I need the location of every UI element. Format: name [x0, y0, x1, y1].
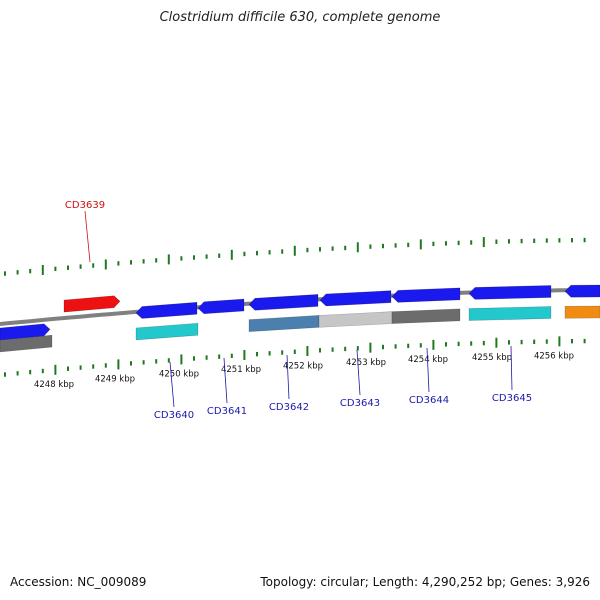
gene-label: CD3642 [269, 402, 309, 413]
gene-label: CD3639 [65, 200, 105, 211]
gene-label: CD3643 [340, 398, 380, 409]
feature-segment [468, 306, 552, 321]
feature-track [0, 305, 600, 353]
inner-tick-ring [4, 336, 586, 377]
gene-leader-line [84, 210, 91, 263]
gene-leader-line [510, 345, 513, 391]
gene-leader-line [169, 361, 175, 408]
gene-arrow [468, 285, 552, 300]
feature-segment [564, 305, 600, 319]
gene-arrow [135, 301, 198, 319]
feature-segment [0, 334, 53, 353]
gene-leader-line [286, 354, 290, 400]
tick-label: 4256 kbp [534, 351, 574, 361]
tick-label: 4251 kbp [221, 365, 261, 375]
gene-label: CD3641 [207, 406, 247, 417]
gene-arrow [197, 298, 245, 315]
tick-label: 4252 kbp [283, 361, 323, 371]
gene-label: CD3640 [154, 410, 194, 421]
genome-summary-text: Topology: circular; Length: 4,290,252 bp… [260, 575, 590, 589]
gene-arrow [391, 287, 461, 303]
tick-label: 4253 kbp [346, 358, 386, 368]
gene-track [0, 284, 600, 341]
gene-arrow [319, 290, 392, 307]
outer-tick-ring [4, 237, 586, 276]
gene-label-group: CD3639 CD3640 CD3641 CD3642 CD3643 CD3644 CD36… [65, 200, 532, 421]
feature-segment [318, 311, 393, 328]
feature-segment [135, 322, 199, 341]
tick-label: 4249 kbp [95, 375, 135, 385]
tick-label: 4248 kbp [34, 380, 74, 390]
gene-leader-line [356, 349, 361, 396]
map-title: Clostridium difficile 630, complete geno… [159, 10, 441, 25]
gene-leader-line [223, 357, 228, 404]
gene-label: CD3645 [492, 393, 532, 404]
tick-label: 4255 kbp [472, 353, 512, 363]
tick-label: 4254 kbp [408, 355, 448, 365]
gene-leader-line [426, 347, 430, 393]
gene-arrow [63, 295, 121, 313]
feature-segment [248, 315, 320, 332]
accession-text: Accession: NC_009089 [10, 575, 147, 589]
gene-arrow [248, 294, 319, 311]
tick-label-group: 4248 kbp 4249 kbp 4250 kbp 4251 kbp 4252 kbp… [34, 351, 574, 390]
gene-label: CD3644 [409, 395, 449, 406]
tick-label: 4250 kbp [159, 370, 199, 380]
gene-arrow [0, 323, 51, 341]
gene-arrow [564, 284, 600, 298]
feature-segment [391, 308, 461, 324]
